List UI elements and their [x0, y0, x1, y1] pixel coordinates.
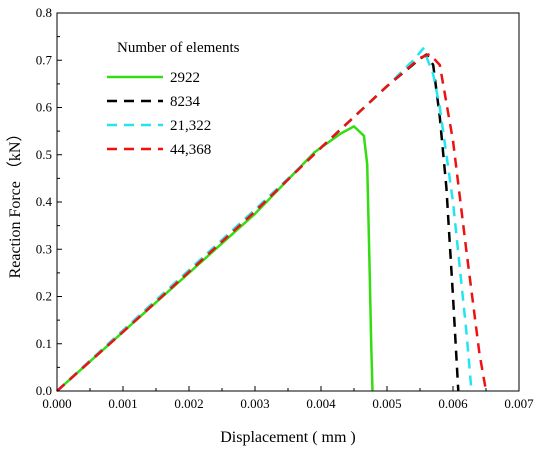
x-tick-label: 0.005 — [372, 396, 401, 411]
x-axis-title: Displacement ( mm ) — [220, 429, 356, 446]
y-tick-label: 0.0 — [36, 383, 52, 398]
x-axis-ticks: 0.000 0.001 0.002 0.003 0.004 0.005 0.006 0.007 — [42, 386, 534, 411]
y-tick-label: 0.2 — [36, 289, 52, 304]
x-tick-label: 0.000 — [42, 396, 71, 411]
x-tick-label: 0.006 — [438, 396, 468, 411]
legend-label-3: 21,322 — [170, 118, 211, 134]
x-tick-label: 0.004 — [306, 396, 336, 411]
plot-lines — [56, 47, 488, 392]
y-tick-label: 0.8 — [36, 5, 52, 20]
y-axis-title: Reaction Force （kN） — [6, 126, 24, 279]
y-tick-label: 0.7 — [36, 52, 53, 67]
y-tick-label: 0.5 — [36, 147, 52, 162]
x-tick-label: 0.003 — [240, 396, 269, 411]
y-tick-label: 0.3 — [36, 241, 52, 256]
y-tick-label: 0.6 — [36, 100, 53, 115]
legend-title: Number of elements — [117, 40, 240, 56]
x-tick-label: 0.001 — [108, 396, 137, 411]
y-tick-label: 0.1 — [36, 336, 52, 351]
series-line-4 — [56, 52, 488, 392]
legend-label-1: 2922 — [170, 70, 200, 86]
x-tick-label: 0.007 — [504, 396, 534, 411]
series-line-3 — [56, 47, 473, 392]
legend-label-4: 44,368 — [170, 142, 211, 158]
x-tick-label: 0.002 — [174, 396, 203, 411]
y-axis-ticks: 0.0 0.1 0.2 0.3 0.4 0.5 0.6 0.7 0.8 — [36, 5, 62, 398]
y-tick-label: 0.4 — [36, 194, 53, 209]
legend-label-2: 8234 — [170, 94, 201, 110]
legend: Number of elements 2922 8234 21,322 44,368 — [107, 40, 240, 158]
